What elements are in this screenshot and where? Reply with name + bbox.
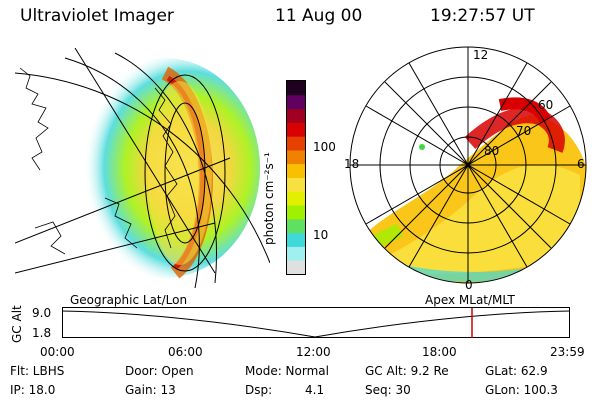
colorbar-segment xyxy=(287,246,305,261)
colorbar-segment xyxy=(287,163,305,178)
status-door: Door: Open xyxy=(125,364,194,378)
colorbar-segment xyxy=(287,108,305,123)
colorbar-segment xyxy=(287,191,305,206)
status-glat: GLat: 62.9 xyxy=(485,364,548,378)
status-gc-alt: GC Alt: 9.2 Re xyxy=(365,364,449,378)
mlt-label-18: 18 xyxy=(344,157,359,171)
instrument-title: Ultraviolet Imager xyxy=(20,6,174,26)
colorbar-segment xyxy=(287,81,305,96)
timeline-xtick-1800: 18:00 xyxy=(422,345,457,359)
timeline-ytick-top: 9.0 xyxy=(32,306,52,320)
status-glon: GLon: 100.3 xyxy=(485,383,558,397)
status-dsp-label: Dsp: xyxy=(245,383,273,397)
timeline-xtick-0000: 00:00 xyxy=(40,345,75,359)
polar-panel-label: Apex MLat/MLT xyxy=(425,293,515,307)
timeline-ylabel: GC Alt xyxy=(10,305,24,343)
status-ip: IP: 18.0 xyxy=(10,383,56,397)
time-label: 19:27:57 UT xyxy=(430,6,535,26)
mlat-label-70: 70 xyxy=(516,124,531,138)
status-dsp-value: 4.1 xyxy=(305,383,325,397)
colorbar-segment xyxy=(287,177,305,192)
mlt-label-6: 6 xyxy=(577,157,585,171)
status-seq: Seq: 30 xyxy=(365,383,411,397)
geo-panel-label: Geographic Lat/Lon xyxy=(70,293,188,307)
colorbar-segment xyxy=(287,122,305,137)
mlt-label-0: 0 xyxy=(465,278,473,290)
status-filter: Flt: LBHS xyxy=(10,364,65,378)
timeline-xtick-1200: 12:00 xyxy=(296,345,331,359)
colorbar-gradient xyxy=(287,81,305,275)
colorbar-segment xyxy=(287,136,305,151)
timeline-ytick-bottom: 1.8 xyxy=(32,326,52,340)
timeline-altitude-plot xyxy=(62,307,570,338)
mlt-label-12: 12 xyxy=(473,48,488,62)
colorbar-tick-100: 100 xyxy=(313,140,336,154)
timeline-xtick-2359: 23:59 xyxy=(550,345,585,359)
colorbar-tick-10: 10 xyxy=(313,228,329,242)
polar-mlat-mlt-plot: 12 18 6 0 60 70 80 xyxy=(344,46,587,290)
colorbar-segment xyxy=(287,94,305,110)
colorbar-segment xyxy=(287,205,305,220)
date-label: 11 Aug 00 xyxy=(275,6,363,26)
timeline-xtick-0600: 06:00 xyxy=(168,345,203,359)
colorbar-segment xyxy=(287,232,305,247)
mlat-label-80: 80 xyxy=(484,144,499,158)
mlat-label-60: 60 xyxy=(538,98,553,112)
colorbar-segment xyxy=(287,149,305,165)
geographic-auroral-image xyxy=(15,48,270,288)
status-gain: Gain: 13 xyxy=(125,383,176,397)
colorbar xyxy=(286,80,306,275)
colorbar-segment xyxy=(287,260,305,275)
status-mode: Mode: Normal xyxy=(245,364,329,378)
colorbar-segment xyxy=(287,218,305,234)
colorbar-unit-label: photon cm⁻²s⁻¹ xyxy=(262,152,276,245)
